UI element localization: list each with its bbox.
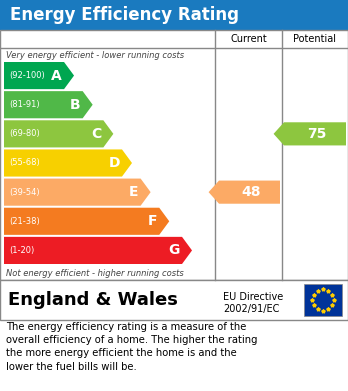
Text: (1-20): (1-20) (9, 246, 34, 255)
Polygon shape (208, 181, 280, 204)
Text: 2002/91/EC: 2002/91/EC (223, 304, 279, 314)
Polygon shape (4, 120, 113, 147)
Text: (92-100): (92-100) (9, 71, 45, 80)
Text: England & Wales: England & Wales (8, 291, 178, 309)
Text: F: F (148, 214, 157, 228)
Bar (304, 284, 342, 316)
Text: (55-68): (55-68) (9, 158, 40, 167)
Text: B: B (70, 98, 81, 112)
Text: Energy Efficiency Rating: Energy Efficiency Rating (10, 6, 239, 24)
Text: Not energy efficient - higher running costs: Not energy efficient - higher running co… (6, 269, 184, 278)
Text: G: G (169, 244, 180, 257)
Bar (0, 280, 348, 320)
Polygon shape (4, 91, 93, 118)
Polygon shape (4, 208, 169, 235)
Text: (69-80): (69-80) (9, 129, 40, 138)
Text: (39-54): (39-54) (9, 188, 40, 197)
Polygon shape (4, 179, 151, 206)
Text: (81-91): (81-91) (9, 100, 40, 109)
Text: (21-38): (21-38) (9, 217, 40, 226)
Text: D: D (109, 156, 120, 170)
Polygon shape (4, 237, 192, 264)
Bar (0, 30, 348, 280)
Text: EU Directive: EU Directive (223, 292, 283, 302)
Text: C: C (91, 127, 101, 141)
Text: Potential: Potential (293, 34, 337, 44)
Text: The energy efficiency rating is a measure of the
overall efficiency of a home. T: The energy efficiency rating is a measur… (6, 322, 258, 371)
Text: Current: Current (230, 34, 267, 44)
Polygon shape (4, 149, 132, 177)
Polygon shape (274, 122, 346, 145)
Text: A: A (51, 68, 62, 83)
Text: 75: 75 (307, 127, 327, 141)
Text: Very energy efficient - lower running costs: Very energy efficient - lower running co… (6, 50, 184, 59)
Text: E: E (129, 185, 139, 199)
Text: 48: 48 (242, 185, 261, 199)
Polygon shape (4, 62, 74, 89)
Bar (0, 0, 348, 30)
